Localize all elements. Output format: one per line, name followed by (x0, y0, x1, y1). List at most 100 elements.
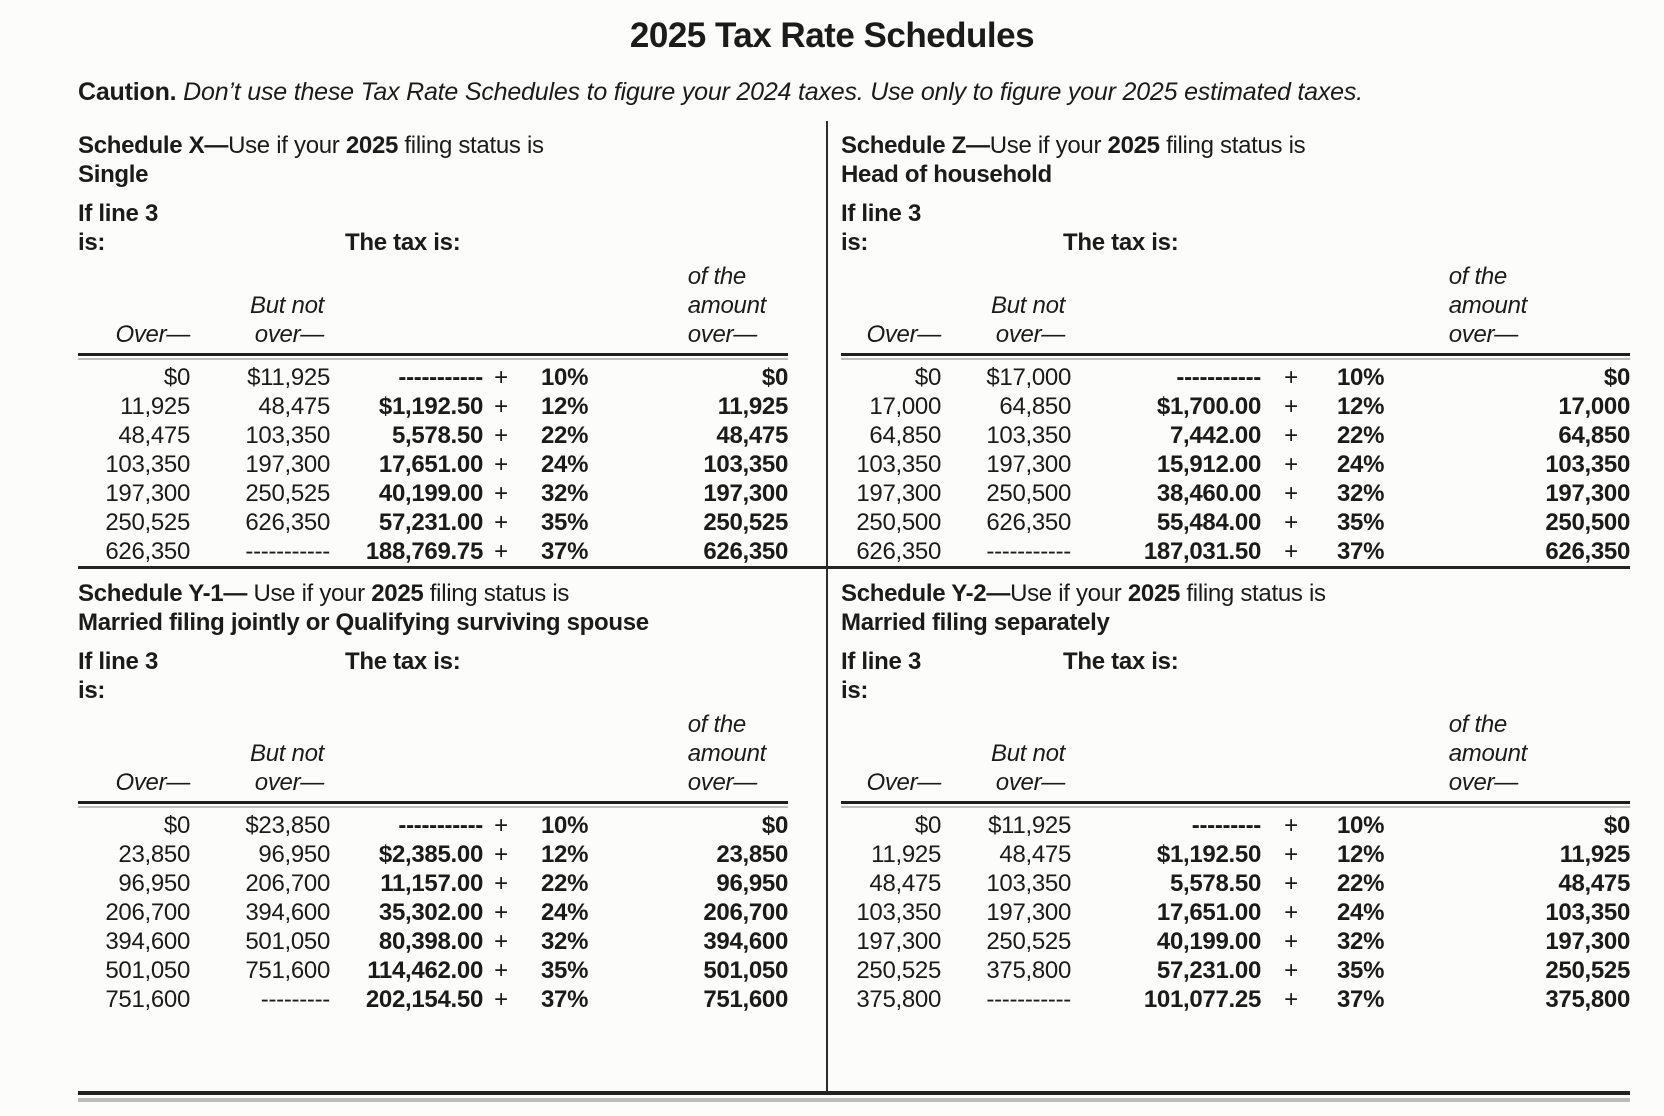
column-group-labels: If line 3 is: The tax is: (841, 199, 1630, 257)
of-amount-over: 103,350 (703, 451, 788, 478)
but-not-over-amount: 394,600 (245, 899, 330, 926)
but-not-over-amount: $11,925 (988, 812, 1071, 839)
but-not-over-amount: 501,050 (245, 928, 330, 955)
over-amount: 11,925 (871, 841, 941, 868)
plus-sign: + (494, 986, 508, 1013)
plus-sign: + (1284, 364, 1298, 391)
marginal-rate: 24% (541, 899, 589, 926)
of-amount-over: 250,500 (1545, 509, 1630, 536)
of-amount-over: 11,925 (717, 393, 789, 420)
of-amount-over: 206,700 (703, 899, 788, 926)
tax-bracket-row: 197,300 250,525 40,199.00 + 32% 197,300 (841, 927, 1630, 956)
of-amount-column-header: of the amount over— (1448, 711, 1528, 796)
schedule-x-panel: Schedule X—Use if your 2025 filing statu… (78, 121, 826, 566)
of-amount-column-header: of the amount over— (687, 263, 767, 348)
of-amount-over: 103,350 (1545, 899, 1630, 926)
over-amount: 197,300 (856, 928, 941, 955)
but-not-over-amount: 96,950 (258, 841, 330, 868)
plus-sign: + (494, 538, 508, 565)
over-amount: 626,350 (105, 538, 190, 565)
base-tax-amount: 15,912.00 (1156, 451, 1261, 478)
tax-bracket-row: 197,300 250,525 40,199.00 + 32% 197,300 (78, 479, 788, 508)
base-tax-amount: ----------- (398, 812, 483, 839)
caution-note: Caution. Don’t use these Tax Rate Schedu… (78, 78, 1558, 107)
but-not-over-amount: $11,925 (247, 364, 330, 391)
over-amount: 103,350 (856, 451, 941, 478)
over-amount: 751,600 (105, 986, 190, 1013)
plus-sign: + (1284, 957, 1298, 984)
tax-bracket-row: 103,350 197,300 15,912.00 + 24% 103,350 (841, 450, 1630, 479)
plus-sign: + (1284, 393, 1298, 420)
but-not-over-amount: ----------- (986, 538, 1071, 565)
marginal-rate: 37% (1337, 538, 1385, 565)
tax-bracket-row: 11,925 48,475 $1,192.50 + 12% 11,925 (841, 840, 1630, 869)
of-amount-over: 17,000 (1558, 393, 1630, 420)
marginal-rate: 12% (541, 393, 589, 420)
of-amount-over: 103,350 (1545, 451, 1630, 478)
base-tax-amount: --------- (1191, 812, 1262, 839)
base-tax-amount: 38,460.00 (1156, 480, 1261, 507)
of-amount-over: $0 (761, 812, 788, 839)
but-not-over-amount: 197,300 (986, 451, 1071, 478)
plus-sign: + (1284, 812, 1298, 839)
marginal-rate: 22% (1337, 422, 1385, 449)
of-amount-over: 250,525 (703, 509, 788, 536)
header-rule (841, 801, 1630, 808)
caution-label: Caution. (78, 78, 177, 106)
plus-sign: + (1284, 451, 1298, 478)
of-amount-over: 394,600 (703, 928, 788, 955)
over-amount: 11,925 (120, 393, 190, 420)
but-not-over-column-header: But not over— (250, 292, 324, 348)
marginal-rate: 35% (541, 509, 589, 536)
marginal-rate: 35% (1337, 509, 1385, 536)
plus-sign: + (1284, 899, 1298, 926)
of-amount-over: 48,475 (1558, 870, 1630, 897)
schedule-heading-line1: Schedule Z—Use if your 2025 filing statu… (841, 132, 1306, 159)
if-line3-label: If line 3 (78, 648, 158, 675)
schedule-filing-status: Married filing jointly or Qualifying sur… (78, 609, 649, 636)
tax-bracket-row: 48,475 103,350 5,578.50 + 22% 48,475 (78, 421, 788, 450)
base-tax-amount: 5,578.50 (391, 422, 483, 449)
marginal-rate: 35% (541, 957, 589, 984)
is-label: is: (78, 677, 106, 704)
base-tax-amount: 40,199.00 (378, 480, 483, 507)
tax-bracket-row: 751,600 --------- 202,154.50 + 37% 751,6… (78, 985, 788, 1014)
tax-bracket-row: 103,350 197,300 17,651.00 + 24% 103,350 (841, 898, 1630, 927)
but-not-over-column-header: But not over— (250, 740, 324, 796)
but-not-over-amount: 250,525 (986, 928, 1071, 955)
tax-bracket-row: 501,050 751,600 114,462.00 + 35% 501,050 (78, 956, 788, 985)
over-amount: 250,500 (856, 509, 941, 536)
but-not-over-amount: $17,000 (986, 364, 1071, 391)
but-not-over-amount: 250,525 (245, 480, 330, 507)
plus-sign: + (1284, 928, 1298, 955)
marginal-rate: 32% (1337, 480, 1385, 507)
page-title: 2025 Tax Rate Schedules (629, 16, 1035, 55)
of-amount-over: 375,800 (1545, 986, 1630, 1013)
tax-bracket-rows: $0 $11,925 ----------- + 10% $0 11,925 4… (78, 360, 788, 566)
base-tax-amount: ----------- (398, 364, 483, 391)
marginal-rate: 32% (1337, 928, 1385, 955)
of-amount-column-header: of the amount over— (687, 711, 767, 796)
base-tax-amount: $2,385.00 (378, 841, 483, 868)
is-label: is: (841, 229, 869, 256)
over-amount: $0 (163, 364, 190, 391)
base-tax-amount: 7,442.00 (1169, 422, 1261, 449)
over-column-header: Over— (115, 321, 190, 348)
schedule-y-2-panel: Schedule Y-2—Use if your 2025 filing sta… (826, 566, 1630, 1091)
plus-sign: + (1284, 509, 1298, 536)
base-tax-amount: 17,651.00 (378, 451, 483, 478)
tax-bracket-row: 375,800 ----------- 101,077.25 + 37% 375… (841, 985, 1630, 1014)
but-not-over-amount: ----------- (986, 986, 1071, 1013)
over-amount: 48,475 (869, 870, 941, 897)
tax-bracket-row: 250,525 626,350 57,231.00 + 35% 250,525 (78, 508, 788, 537)
but-not-over-amount: 48,475 (999, 841, 1071, 868)
schedule-heading-line1: Schedule Y-2—Use if your 2025 filing sta… (841, 580, 1326, 607)
schedule-filing-status: Head of household (841, 161, 1052, 188)
of-amount-over: 501,050 (703, 957, 788, 984)
over-amount: 501,050 (105, 957, 190, 984)
plus-sign: + (494, 957, 508, 984)
marginal-rate: 32% (541, 928, 589, 955)
tax-bracket-row: 11,925 48,475 $1,192.50 + 12% 11,925 (78, 392, 788, 421)
over-column-header: Over— (866, 769, 941, 796)
plus-sign: + (1284, 841, 1298, 868)
